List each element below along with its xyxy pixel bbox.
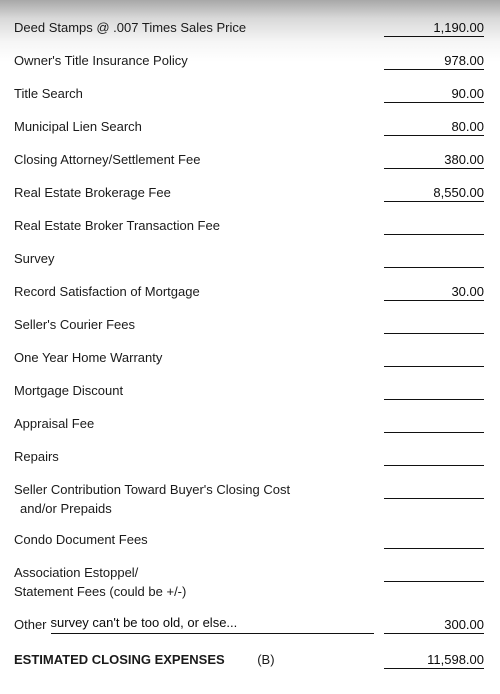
total-row: ESTIMATED CLOSING EXPENSES (B) 11,598.00 xyxy=(14,636,484,671)
line-amount xyxy=(384,532,484,549)
line-label: Title Search xyxy=(14,86,384,103)
line-label-continued: and/or Prepaids xyxy=(14,499,484,518)
line-item: One Year Home Warranty xyxy=(14,336,484,369)
line-label: Seller's Courier Fees xyxy=(14,317,384,334)
line-amount xyxy=(384,449,484,466)
line-amount: 1,190.00 xyxy=(384,20,484,37)
line-label: Appraisal Fee xyxy=(14,416,384,433)
total-label: ESTIMATED CLOSING EXPENSES (B) xyxy=(14,652,384,669)
line-label: Condo Document Fees xyxy=(14,532,384,549)
line-label: Seller Contribution Toward Buyer's Closi… xyxy=(14,482,384,499)
line-item: Record Satisfaction of Mortgage 30.00 xyxy=(14,270,484,303)
line-amount: 978.00 xyxy=(384,53,484,70)
line-item: Condo Document Fees xyxy=(14,518,484,551)
line-item: Closing Attorney/Settlement Fee 380.00 xyxy=(14,138,484,171)
line-item: Survey xyxy=(14,237,484,270)
closing-expenses-sheet: Deed Stamps @ .007 Times Sales Price 1,1… xyxy=(0,0,500,681)
line-item: Mortgage Discount xyxy=(14,369,484,402)
line-label: Owner's Title Insurance Policy xyxy=(14,53,384,70)
line-label: Association Estoppel/ xyxy=(14,565,384,582)
line-amount xyxy=(384,251,484,268)
line-label: Real Estate Brokerage Fee xyxy=(14,185,384,202)
line-item: Deed Stamps @ .007 Times Sales Price 1,1… xyxy=(14,6,484,39)
line-label: Mortgage Discount xyxy=(14,383,384,400)
line-item: Repairs xyxy=(14,435,484,468)
line-label: Deed Stamps @ .007 Times Sales Price xyxy=(14,20,384,37)
line-label: Municipal Lien Search xyxy=(14,119,384,136)
line-item: Seller's Courier Fees xyxy=(14,303,484,336)
line-amount: 8,550.00 xyxy=(384,185,484,202)
line-item: Real Estate Broker Transaction Fee xyxy=(14,204,484,237)
line-label: Record Satisfaction of Mortgage xyxy=(14,284,384,301)
line-item: Municipal Lien Search 80.00 xyxy=(14,105,484,138)
line-item-other: Other survey can't be too old, or else..… xyxy=(14,601,484,636)
line-label: Real Estate Broker Transaction Fee xyxy=(14,218,384,235)
line-amount xyxy=(384,383,484,400)
line-item: Real Estate Brokerage Fee 8,550.00 xyxy=(14,171,484,204)
line-amount: 30.00 xyxy=(384,284,484,301)
line-amount xyxy=(384,350,484,367)
line-amount xyxy=(384,565,484,582)
other-prefix: Other xyxy=(14,617,47,634)
line-item: Owner's Title Insurance Policy 978.00 xyxy=(14,39,484,72)
line-item: Appraisal Fee xyxy=(14,402,484,435)
line-label-continued: Statement Fees (could be +/-) xyxy=(14,582,484,601)
line-amount xyxy=(384,218,484,235)
line-label: Closing Attorney/Settlement Fee xyxy=(14,152,384,169)
line-label: One Year Home Warranty xyxy=(14,350,384,367)
line-item-multiline: Seller Contribution Toward Buyer's Closi… xyxy=(14,468,484,499)
line-item: Title Search 90.00 xyxy=(14,72,484,105)
other-label-wrap: Other survey can't be too old, or else..… xyxy=(14,615,384,634)
total-label-text: ESTIMATED CLOSING EXPENSES xyxy=(14,652,225,667)
line-item-multiline: Association Estoppel/ xyxy=(14,551,484,582)
line-amount xyxy=(384,317,484,334)
other-fillin: survey can't be too old, or else... xyxy=(51,615,374,634)
line-amount: 80.00 xyxy=(384,119,484,136)
line-amount xyxy=(384,482,484,499)
line-amount: 90.00 xyxy=(384,86,484,103)
total-amount: 11,598.00 xyxy=(384,652,484,669)
line-amount: 300.00 xyxy=(384,617,484,634)
line-amount xyxy=(384,416,484,433)
line-label: Repairs xyxy=(14,449,384,466)
line-label: Survey xyxy=(14,251,384,268)
line-amount: 380.00 xyxy=(384,152,484,169)
total-tag: (B) xyxy=(257,652,274,667)
